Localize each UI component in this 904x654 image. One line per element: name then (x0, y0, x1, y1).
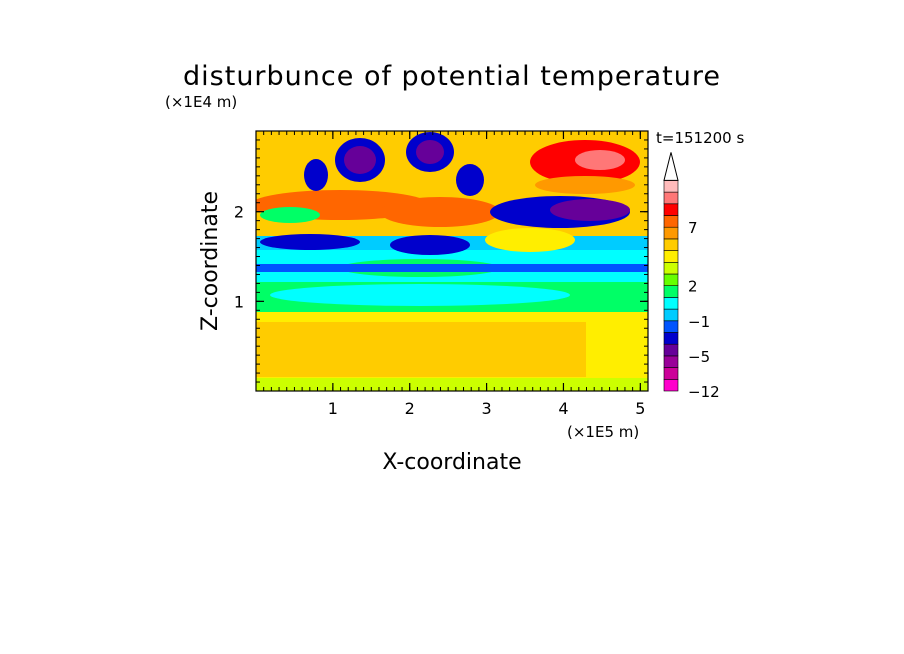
colorbar-swatch (663, 238, 679, 251)
pink-cell (575, 150, 625, 170)
x-tick-label: 1 (328, 399, 338, 418)
colorbar-swatch (663, 250, 679, 263)
red-band-2 (380, 197, 500, 227)
colorbar-swatch (663, 355, 679, 368)
purple-cell-2 (416, 140, 444, 164)
colorbar-tick-label: −5 (688, 348, 710, 366)
orange-cell (535, 176, 635, 194)
purple-cell-1 (344, 146, 376, 174)
x-tick-label: 2 (405, 399, 415, 418)
y-tick-label: 2 (234, 203, 244, 222)
colorbar-swatch (663, 367, 679, 380)
colorbar-swatch (663, 308, 679, 322)
x-tick-label: 3 (481, 399, 491, 418)
blue-cell-7 (260, 234, 360, 250)
x-axis-label: X-coordinate (382, 450, 521, 475)
colorbar: 7 2 −1 −5 −12 (663, 152, 720, 401)
blue-cell-6 (390, 235, 470, 255)
yellow-cell (485, 228, 575, 252)
colorbar-swatch (663, 180, 679, 193)
colorbar-tick-label: 2 (688, 278, 698, 296)
colorbar-tick-label: −1 (688, 313, 710, 331)
axes: 1 2 3 4 5 1 2 (234, 131, 649, 418)
colorbar-tick-label: 7 (688, 219, 698, 237)
colorbar-swatch (663, 285, 679, 298)
chart-title: disturbunce of potential temperature (183, 61, 721, 92)
x-tick-label: 4 (558, 399, 568, 418)
blue-cell-4 (456, 164, 484, 196)
y-axis-label: Z-coordinate (198, 191, 223, 331)
cyan-band-1 (270, 284, 570, 306)
colorbar-swatch (663, 215, 679, 228)
purple-cell-3 (550, 199, 630, 221)
y-axis-unit: (×1E4 m) (165, 93, 237, 111)
colorbar-swatch (663, 226, 679, 240)
heatmap-field (256, 131, 648, 391)
colorbar-swatch (663, 297, 679, 310)
colorbar-swatch (663, 332, 679, 345)
colorbar-swatch (663, 343, 679, 357)
colorbar-tick-label: −12 (688, 383, 720, 401)
x-tick-label: 5 (635, 399, 645, 418)
colorbar-swatch (663, 273, 679, 286)
colorbar-swatch (663, 378, 679, 392)
green-cell (260, 207, 320, 223)
colorbar-swatch (663, 320, 679, 333)
warm-layer-core (256, 322, 586, 377)
y-tick-label: 1 (234, 292, 244, 311)
bottom-fringe (256, 378, 648, 391)
colorbar-swatch (663, 203, 679, 216)
plot-frame (255, 130, 649, 392)
colorbar-swatch (663, 191, 679, 205)
colorbar-swatch (663, 261, 679, 275)
x-axis-unit: (×1E5 m) (567, 423, 639, 441)
time-label: t=151200 s (656, 129, 744, 147)
dark-blue-strip (256, 264, 648, 272)
blue-cell-3 (304, 159, 328, 191)
colorbar-extend-arrow (663, 152, 679, 181)
